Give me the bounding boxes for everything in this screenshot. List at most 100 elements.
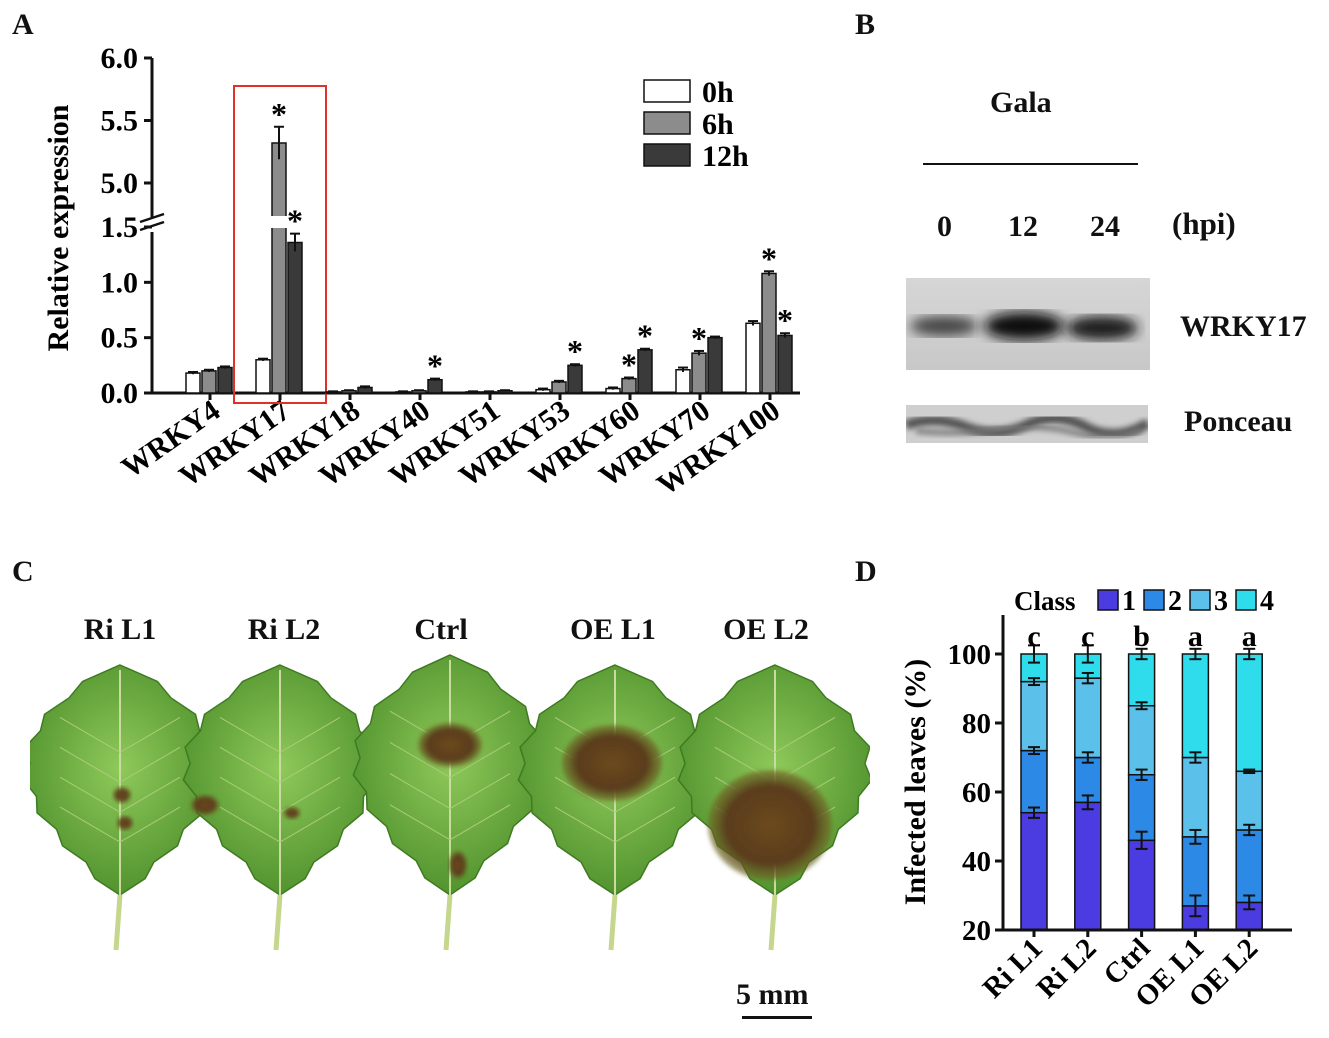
significance-mark: * bbox=[691, 320, 707, 356]
leaf-vein bbox=[279, 806, 341, 843]
bar-0h bbox=[185, 372, 201, 394]
leaf-petiole bbox=[273, 894, 283, 951]
leaf-label-ri-l1: Ri L1 bbox=[83, 613, 157, 646]
lesion bbox=[113, 787, 131, 803]
y-tick-label: 20 bbox=[962, 915, 991, 947]
y-tick-label: 40 bbox=[962, 846, 991, 878]
leaf-vein bbox=[449, 773, 511, 810]
bar-0h bbox=[745, 322, 761, 394]
band-12 bbox=[984, 312, 1064, 340]
significance-mark: * bbox=[761, 240, 777, 276]
leaf-vein bbox=[614, 806, 676, 843]
bar-12h bbox=[217, 366, 233, 394]
wrky17-label: WRKY17 bbox=[1180, 310, 1307, 343]
bar-6h bbox=[691, 352, 707, 394]
significance-mark: * bbox=[621, 347, 637, 383]
stacked-segment-class-4 bbox=[1127, 653, 1156, 707]
y-tick-label: 60 bbox=[962, 777, 991, 809]
legend-title: Class bbox=[1014, 586, 1076, 616]
y-tick-label: 80 bbox=[962, 708, 991, 740]
legend-swatch-class-2 bbox=[1143, 589, 1165, 611]
y-tick-label: 100 bbox=[948, 639, 992, 671]
bar-12h bbox=[637, 349, 653, 394]
significance-letter: a bbox=[1188, 620, 1203, 653]
legend-swatch-6h bbox=[643, 111, 691, 135]
bar-break-gap bbox=[271, 216, 287, 228]
legend-swatch-class-3 bbox=[1189, 589, 1211, 611]
timepoint-24: 24 bbox=[1090, 210, 1120, 243]
stacked-segment-class-4 bbox=[1181, 653, 1210, 759]
class-legend: Class 1 2 3 4 bbox=[1014, 586, 1274, 617]
leaf-photographs bbox=[30, 654, 870, 951]
ponceau-label: Ponceau bbox=[1184, 405, 1293, 438]
x-axis: WRKY4WRKY17WRKY18WRKY40WRKY51WRKY53WRKY6… bbox=[116, 391, 800, 502]
highlight-box bbox=[233, 85, 327, 404]
bar-12h bbox=[287, 241, 303, 394]
timepoint-12: 12 bbox=[1008, 210, 1038, 243]
legend-label-class-4: 4 bbox=[1260, 586, 1274, 617]
legend-label-class-3: 3 bbox=[1214, 586, 1228, 617]
bar-6h bbox=[761, 272, 777, 394]
stacked-segment-class-3 bbox=[1181, 756, 1210, 838]
title-underline bbox=[923, 163, 1138, 165]
bar-6h bbox=[201, 370, 217, 394]
significance-letter: c bbox=[1081, 620, 1094, 653]
y-tick-label: 1.5 bbox=[101, 211, 139, 244]
bar-12h bbox=[707, 336, 723, 394]
leaf-petiole bbox=[443, 894, 453, 951]
legend-swatch-0h bbox=[643, 79, 691, 103]
leaf-vein bbox=[389, 773, 451, 810]
stacked-segment-class-2 bbox=[1235, 829, 1263, 904]
lesion bbox=[284, 807, 300, 819]
ponceau-stain bbox=[906, 405, 1148, 443]
panel-letter-b: B bbox=[855, 8, 876, 41]
bar-0h bbox=[675, 369, 691, 394]
bar-6h bbox=[271, 142, 287, 394]
stacked-segment-class-4 bbox=[1235, 653, 1263, 773]
legend-swatch-12h bbox=[643, 143, 691, 167]
lesion bbox=[562, 725, 662, 801]
significance-letter: b bbox=[1133, 620, 1150, 653]
y-axis: 20 40 60 80 100 bbox=[948, 615, 1005, 947]
lesion bbox=[449, 851, 467, 879]
bar-0h bbox=[255, 359, 271, 394]
bar-12h bbox=[777, 334, 793, 394]
leaf-petiole bbox=[768, 894, 778, 951]
y-axis: 0.0 0.5 1.0 1.5 5.0 5.5 6.0 bbox=[101, 42, 165, 410]
leaf-label-oe-l1: OE L1 bbox=[570, 613, 656, 646]
panel-letter-d: D bbox=[855, 555, 877, 588]
leaf-vein bbox=[449, 741, 511, 778]
significance-mark: * bbox=[567, 333, 583, 369]
leaf-vein bbox=[389, 741, 451, 778]
leaf-vein bbox=[389, 804, 451, 841]
leaf-vein bbox=[59, 716, 121, 753]
lesion bbox=[708, 770, 832, 880]
leaf-vein bbox=[119, 746, 181, 783]
legend-swatch-class-4 bbox=[1235, 589, 1257, 611]
legend-label-0h: 0h bbox=[702, 76, 734, 109]
wrky17-blot bbox=[906, 278, 1150, 370]
y-tick-label: 0.0 bbox=[101, 377, 139, 410]
legend-label-class-1: 1 bbox=[1122, 586, 1136, 617]
leaf-vein bbox=[449, 804, 511, 841]
lesion bbox=[117, 816, 133, 830]
leaf-vein bbox=[774, 716, 836, 753]
band-0 bbox=[910, 316, 978, 336]
y-tick-label: 5.0 bbox=[101, 167, 139, 200]
leaf-vein bbox=[119, 716, 181, 753]
axis-break-mark bbox=[139, 212, 165, 224]
stacked-segment-class-1 bbox=[1127, 839, 1156, 931]
y-tick-label: 1.0 bbox=[101, 266, 139, 299]
leaf-label-oe-l2: OE L2 bbox=[723, 613, 809, 646]
leaf-vein bbox=[219, 716, 281, 753]
leaf-label-ri-l2: Ri L2 bbox=[247, 613, 321, 646]
y-tick-label: 5.5 bbox=[101, 105, 139, 138]
panel-letter-a: A bbox=[12, 8, 34, 41]
scale-bar-label: 5 mm bbox=[736, 978, 809, 1011]
stacked-segment-class-3 bbox=[1127, 705, 1156, 776]
legend-label-12h: 12h bbox=[702, 140, 749, 173]
scale-bar bbox=[742, 1016, 812, 1019]
lesion bbox=[191, 795, 219, 815]
